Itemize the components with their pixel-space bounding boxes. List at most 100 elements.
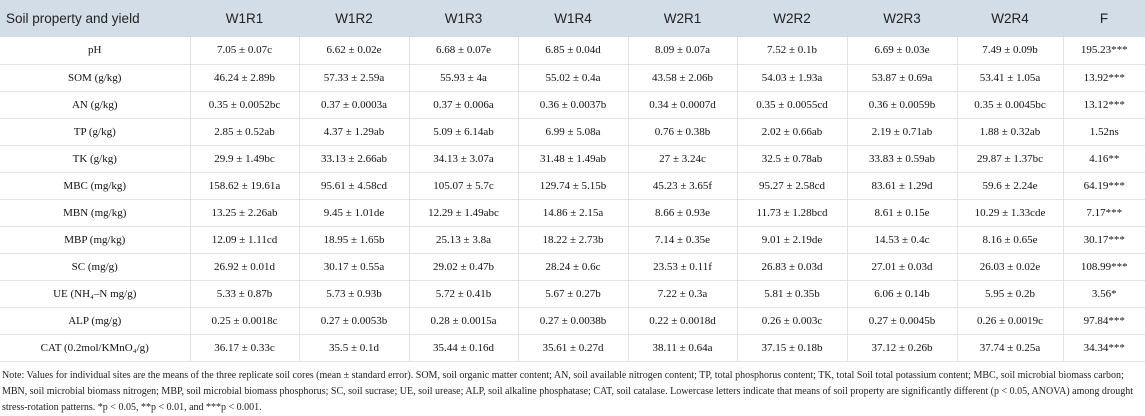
row-label: MBP (mg/kg) [0, 226, 191, 254]
table-cell: 12.29 ± 1.49abc [409, 199, 519, 227]
table-cell: 37.74 ± 0.25a [957, 334, 1064, 362]
table-row: pH 7.05 ± 0.07c 6.62 ± 0.02e 6.68 ± 0.07e 6.… [0, 37, 1145, 65]
table-cell: 6.69 ± 0.03e [847, 37, 958, 65]
table-cell: 0.35 ± 0.0055cd [737, 91, 848, 119]
table-cell: 14.53 ± 0.4c [847, 226, 958, 254]
table-cell: 5.67 ± 0.27b [518, 280, 629, 308]
table-cell: 0.27 ± 0.0053b [299, 307, 410, 335]
table-cell: 13.92*** [1063, 64, 1145, 92]
table-row: MBP (mg/kg) 12.09 ± 1.11cd 18.95 ± 1.65b 25… [0, 226, 1145, 254]
table-cell: 0.37 ± 0.0003a [299, 91, 410, 119]
table-cell: 0.36 ± 0.0037b [518, 91, 629, 119]
table-cell: 46.24 ± 2.89b [190, 64, 300, 92]
column-header: W2R4 [991, 11, 1029, 26]
table-cell: 32.5 ± 0.78ab [737, 145, 848, 173]
table-cell: 5.72 ± 0.41b [409, 280, 519, 308]
table-cell: 27.01 ± 0.03d [847, 253, 958, 281]
row-label: TK (g/kg) [0, 145, 191, 173]
table-row: ALP (mg/g) 0.25 ± 0.0018c 0.27 ± 0.0053b 0.… [0, 307, 1145, 335]
table-cell: 5.81 ± 0.35b [737, 280, 848, 308]
row-label: CAT (0.2mol/KMnO₄/g) [0, 334, 191, 362]
table-cell: 18.95 ± 1.65b [299, 226, 410, 254]
table-cell: 6.68 ± 0.07e [409, 37, 519, 65]
table-cell: 3.56* [1063, 280, 1145, 308]
table-cell: 23.53 ± 0.11f [628, 253, 738, 281]
row-label: MBN (mg/kg) [0, 199, 191, 227]
table-cell: 8.61 ± 0.15e [847, 199, 958, 227]
column-header: W1R2 [335, 11, 373, 26]
table-cell: 9.01 ± 2.19de [737, 226, 848, 254]
table-cell: 95.61 ± 4.58cd [299, 172, 410, 200]
table-row: MBC (mg/kg) 158.62 ± 19.61a 95.61 ± 4.58cd… [0, 172, 1145, 200]
table-cell: 158.62 ± 19.61a [190, 172, 300, 200]
table-cell: 38.11 ± 0.64a [628, 334, 738, 362]
table-cell: 6.06 ± 0.14b [847, 280, 958, 308]
table-cell: 36.17 ± 0.33c [190, 334, 300, 362]
column-header: Soil property and yield [6, 11, 140, 26]
soil-properties-table: Soil property and yield W1R1 W1R2 W1R3 W… [0, 0, 1145, 362]
table-row: UE (NH₄–N mg/g) 5.33 ± 0.87b 5.73 ± 0.93b 5… [0, 280, 1145, 308]
row-label: ALP (mg/g) [0, 307, 191, 335]
table-cell: 195.23*** [1063, 37, 1145, 65]
table-cell: 7.22 ± 0.3a [628, 280, 738, 308]
table-cell: 97.84*** [1063, 307, 1145, 335]
table-cell: 7.52 ± 0.1b [737, 37, 848, 65]
table-row: AN (g/kg) 0.35 ± 0.0052bc 0.37 ± 0.0003a 0.… [0, 91, 1145, 119]
table-cell: 53.41 ± 1.05a [957, 64, 1064, 92]
table-cell: 18.22 ± 2.73b [518, 226, 629, 254]
table-cell: 7.05 ± 0.07c [190, 37, 300, 65]
table-cell: 2.85 ± 0.52ab [190, 118, 300, 146]
table-cell: 1.88 ± 0.32ab [957, 118, 1064, 146]
table-cell: 5.09 ± 6.14ab [409, 118, 519, 146]
table-row: SC (mg/g) 26.92 ± 0.01d 30.17 ± 0.55a 29.02… [0, 253, 1145, 281]
table-cell: 37.15 ± 0.18b [737, 334, 848, 362]
table-cell: 105.07 ± 5.7c [409, 172, 519, 200]
table-cell: 34.34*** [1063, 334, 1145, 362]
column-header: W1R1 [225, 11, 264, 26]
column-header: W1R3 [444, 11, 483, 26]
table-cell: 1.52ns [1063, 118, 1145, 146]
table-cell: 8.09 ± 0.07a [628, 37, 738, 65]
column-header: F [1099, 11, 1109, 26]
table-cell: 11.73 ± 1.28bcd [737, 199, 848, 227]
table-cell: 28.24 ± 0.6c [518, 253, 629, 281]
table-cell: 2.02 ± 0.66ab [737, 118, 848, 146]
table-cell: 33.83 ± 0.59ab [847, 145, 958, 173]
table-cell: 6.62 ± 0.02e [299, 37, 410, 65]
table-cell: 0.28 ± 0.0015a [409, 307, 519, 335]
table-cell: 35.5 ± 0.1d [299, 334, 410, 362]
table-cell: 37.12 ± 0.26b [847, 334, 958, 362]
table-cell: 54.03 ± 1.93a [737, 64, 848, 92]
table-row: SOM (g/kg) 46.24 ± 2.89b 57.33 ± 2.59a 55.9… [0, 64, 1145, 92]
table-cell: 43.58 ± 2.06b [628, 64, 738, 92]
table-cell: 0.37 ± 0.006a [409, 91, 519, 119]
table-cell: 29.02 ± 0.47b [409, 253, 519, 281]
table-cell: 9.45 ± 1.01de [299, 199, 410, 227]
table-cell: 2.19 ± 0.71ab [847, 118, 958, 146]
table-cell: 8.66 ± 0.93e [628, 199, 738, 227]
table-row: MBN (mg/kg) 13.25 ± 2.26ab 9.45 ± 1.01de 12… [0, 199, 1145, 227]
table-cell: 25.13 ± 3.8a [409, 226, 519, 254]
table-cell: 64.19*** [1063, 172, 1145, 200]
table-cell: 57.33 ± 2.59a [299, 64, 410, 92]
table-cell: 13.25 ± 2.26ab [190, 199, 300, 227]
table-cell: 27 ± 3.24c [628, 145, 738, 173]
table-row: TP (g/kg) 2.85 ± 0.52ab 4.37 ± 1.29ab 5.09 … [0, 118, 1145, 146]
table-cell: 35.44 ± 0.16d [409, 334, 519, 362]
table-cell: 12.09 ± 1.11cd [190, 226, 300, 254]
table-cell: 45.23 ± 3.65f [628, 172, 738, 200]
table-cell: 26.03 ± 0.02e [957, 253, 1064, 281]
table-row: CAT (0.2mol/KMnO₄/g) 36.17 ± 0.33c 35.5 ± … [0, 334, 1145, 362]
table-cell: 55.02 ± 0.4a [518, 64, 629, 92]
table-cell: 55.93 ± 4a [409, 64, 519, 92]
table-cell: 13.12*** [1063, 91, 1145, 119]
row-label: TP (g/kg) [0, 118, 191, 146]
table-cell: 5.33 ± 0.87b [190, 280, 300, 308]
table-cell: 6.85 ± 0.04d [518, 37, 629, 65]
table-cell: 26.92 ± 0.01d [190, 253, 300, 281]
table-cell: 7.14 ± 0.35e [628, 226, 738, 254]
row-label: SOM (g/kg) [0, 64, 191, 92]
table-cell: 0.27 ± 0.0045b [847, 307, 958, 335]
row-label: UE (NH₄–N mg/g) [0, 280, 191, 308]
row-label: SC (mg/g) [0, 253, 191, 281]
